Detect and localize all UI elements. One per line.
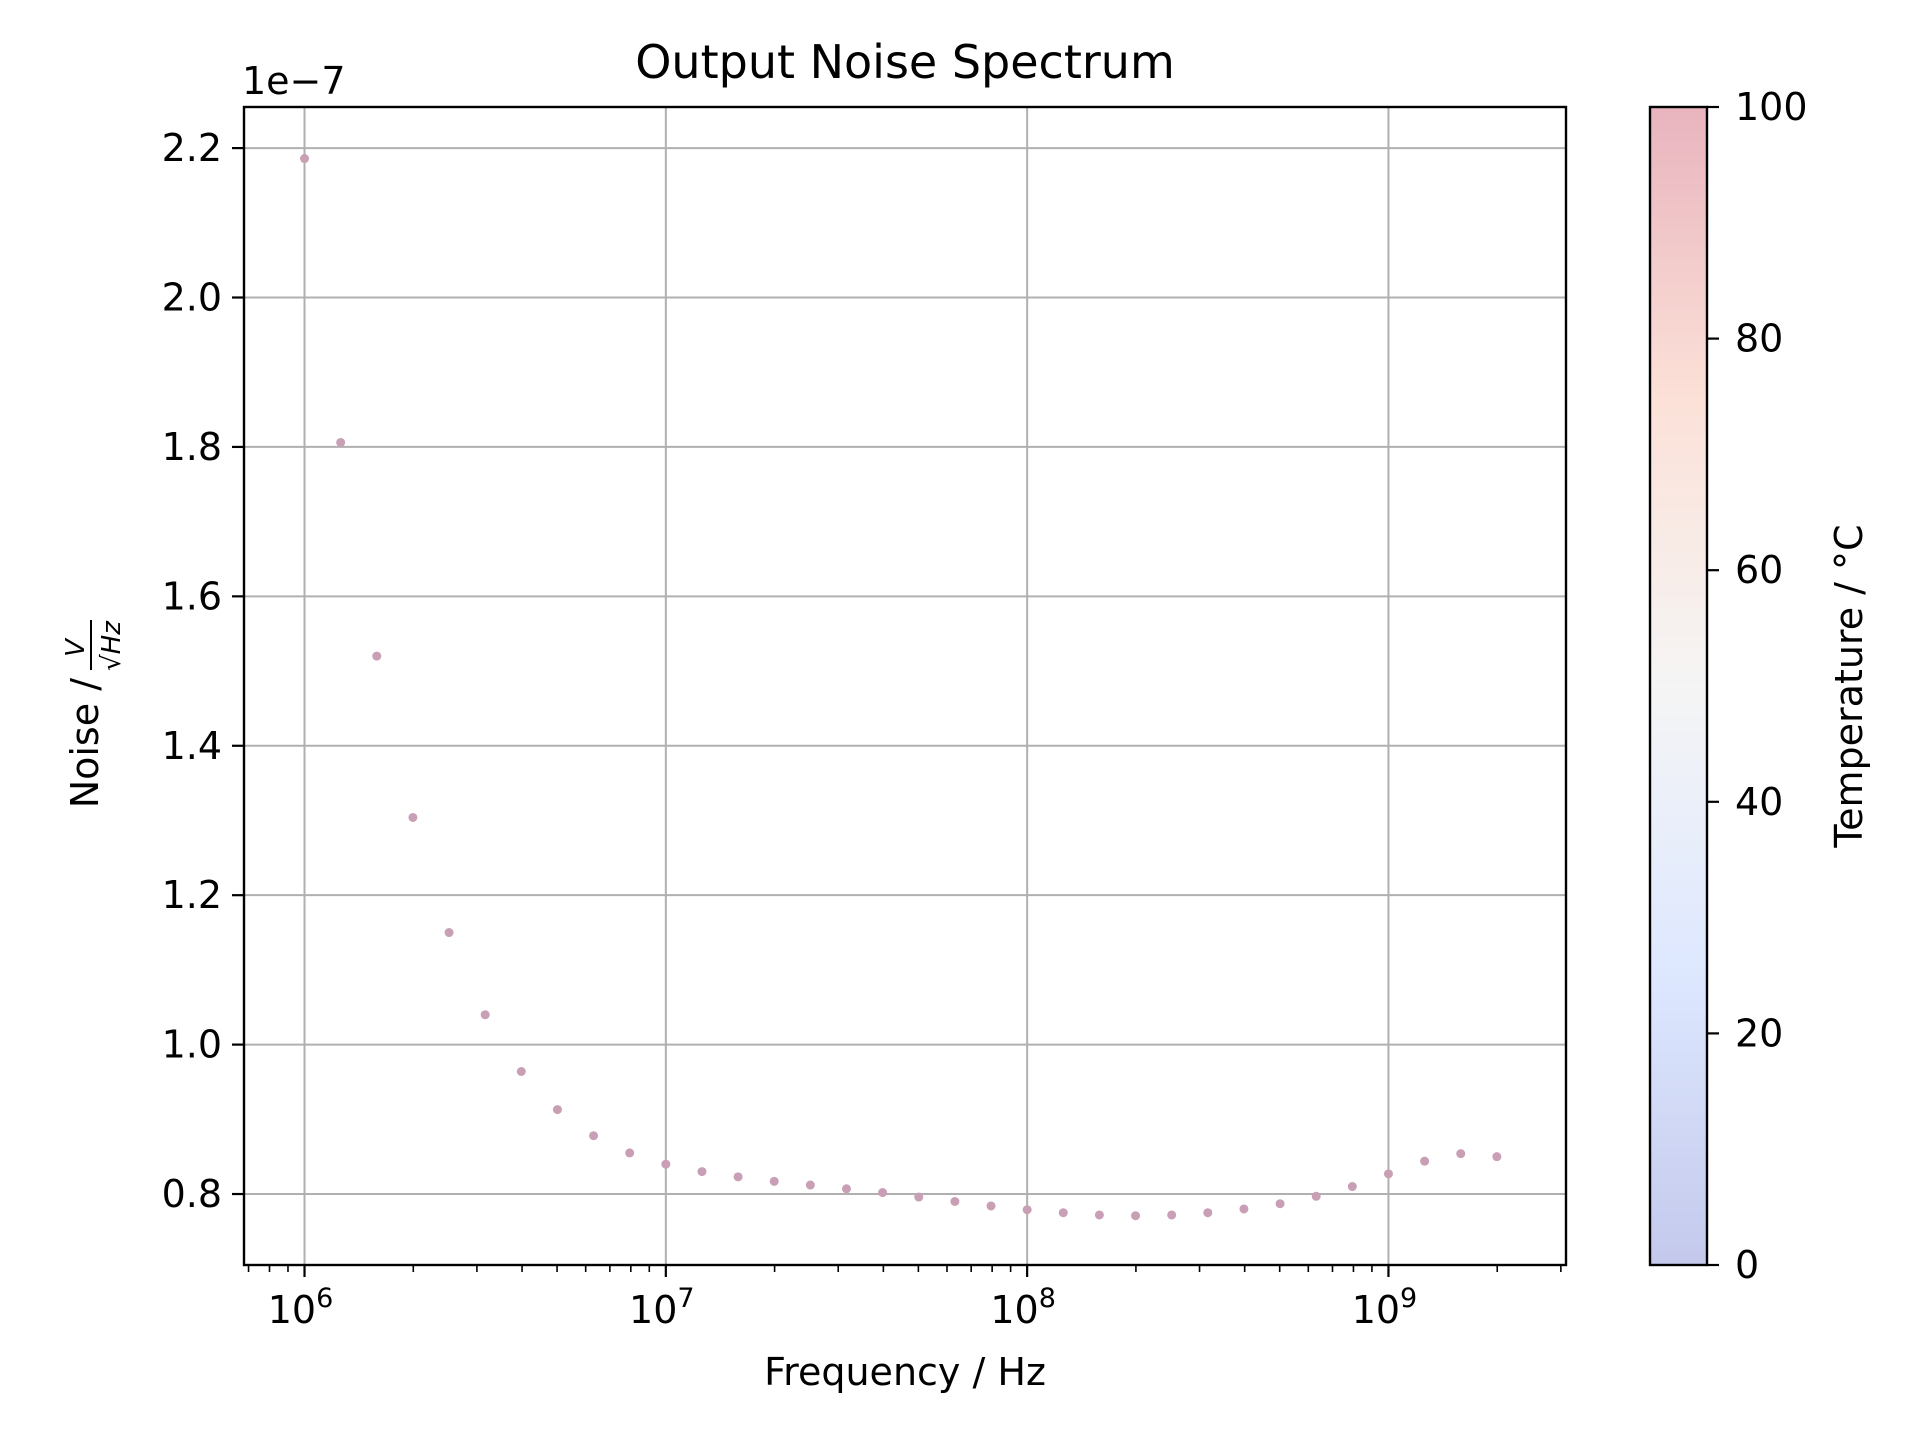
- data-point: [1311, 1191, 1321, 1201]
- y-tick-label: 1.0: [162, 1023, 222, 1067]
- data-point: [1456, 1149, 1466, 1159]
- data-point: [589, 1131, 599, 1141]
- data-point: [841, 1184, 851, 1194]
- data-point: [625, 1148, 635, 1158]
- colorbar-tick-label: 0: [1735, 1243, 1759, 1287]
- x-axis: 106 107 108 109: [247, 1265, 1562, 1332]
- data-point: [950, 1196, 960, 1206]
- data-point: [372, 651, 382, 661]
- scatter-series: [300, 154, 1502, 1221]
- y-tick-label: 1.8: [162, 425, 222, 469]
- data-point: [733, 1172, 743, 1182]
- data-point: [878, 1188, 888, 1198]
- data-point: [1275, 1199, 1285, 1209]
- data-point: [1347, 1182, 1357, 1192]
- x-tick-label: 108: [990, 1283, 1056, 1332]
- data-point: [1383, 1169, 1393, 1179]
- data-point: [1420, 1156, 1430, 1166]
- colorbar-tick-label: 60: [1735, 548, 1783, 592]
- grid: [244, 107, 1566, 1265]
- data-point: [769, 1176, 779, 1186]
- y-tick-label: 1.6: [162, 574, 222, 618]
- colorbar-tick-label: 100: [1735, 85, 1808, 129]
- x-tick-label: 109: [1352, 1283, 1418, 1332]
- data-point: [1022, 1205, 1032, 1215]
- colorbar-label: Temperature / °C: [1827, 524, 1871, 848]
- data-point: [986, 1201, 996, 1211]
- data-point: [336, 437, 346, 447]
- y-axis-label-denominator: √Hz: [97, 620, 127, 671]
- y-axis-label: Noise / V √Hz: [61, 620, 127, 809]
- data-point: [1492, 1152, 1502, 1162]
- colorbar-tick-label: 20: [1735, 1011, 1783, 1055]
- y-tick-label: 2.0: [162, 276, 222, 320]
- colorbar: [1648, 105, 1709, 1267]
- colorbar-tick-label: 80: [1735, 317, 1783, 361]
- x-axis-label: Frequency / Hz: [764, 1350, 1046, 1394]
- data-point: [697, 1167, 707, 1177]
- data-point: [408, 812, 418, 822]
- data-point: [552, 1105, 562, 1115]
- colorbar-tick-label: 40: [1735, 780, 1783, 824]
- x-tick-label: 107: [629, 1283, 695, 1332]
- x-tick-label: 106: [268, 1283, 334, 1332]
- data-point: [480, 1010, 490, 1020]
- y-offset-label: 1e−7: [242, 59, 346, 103]
- data-point: [1131, 1211, 1141, 1221]
- data-point: [1058, 1208, 1068, 1218]
- data-point: [661, 1159, 671, 1169]
- data-point: [1239, 1204, 1249, 1214]
- data-point: [914, 1192, 924, 1202]
- data-point: [1094, 1210, 1104, 1220]
- y-tick-label: 2.2: [162, 126, 222, 170]
- data-point: [300, 154, 310, 164]
- chart-title: Output Noise Spectrum: [635, 35, 1175, 89]
- y-axis: 0.8 1.0 1.2 1.4 1.6 1.8 2.0 2.2: [162, 126, 244, 1216]
- x-tick-label-exponent: 9: [1400, 1283, 1417, 1314]
- y-tick-label: 0.8: [162, 1172, 222, 1216]
- y-axis-label-prefix: Noise /: [63, 678, 107, 808]
- data-point: [516, 1067, 526, 1077]
- y-tick-label: 1.4: [162, 724, 222, 768]
- data-point: [1203, 1208, 1213, 1218]
- data-point: [805, 1180, 815, 1190]
- y-tick-label: 1.2: [162, 873, 222, 917]
- data-point: [1167, 1210, 1177, 1220]
- colorbar-ticks: 0 20 40 60 80 100: [1707, 85, 1808, 1287]
- x-tick-label-exponent: 6: [316, 1283, 333, 1314]
- x-tick-label-exponent: 8: [1039, 1283, 1056, 1314]
- y-axis-label-numerator: V: [61, 637, 91, 657]
- x-tick-label-exponent: 7: [677, 1283, 694, 1314]
- data-point: [444, 928, 454, 938]
- plot-frame: [242, 105, 1568, 1267]
